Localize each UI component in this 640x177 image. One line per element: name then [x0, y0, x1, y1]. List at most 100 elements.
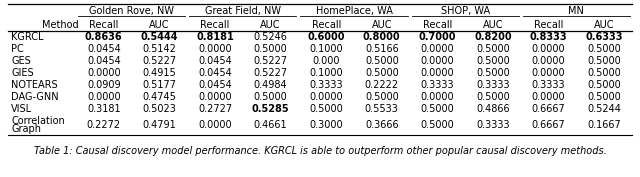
Text: 0.2727: 0.2727 [198, 104, 232, 114]
Text: 0.5000: 0.5000 [309, 104, 343, 114]
Text: 0.0000: 0.0000 [309, 92, 343, 102]
Text: 0.5000: 0.5000 [588, 92, 621, 102]
Text: 0.0000: 0.0000 [87, 68, 120, 78]
Text: 0.5246: 0.5246 [253, 32, 287, 42]
Text: 0.5142: 0.5142 [143, 44, 177, 54]
Text: 0.5000: 0.5000 [420, 104, 454, 114]
Text: 0.0909: 0.0909 [87, 80, 120, 90]
Text: SHOP, WA: SHOP, WA [440, 6, 490, 16]
Text: 0.0000: 0.0000 [420, 92, 454, 102]
Text: 0.5285: 0.5285 [252, 104, 289, 114]
Text: 0.5533: 0.5533 [365, 104, 399, 114]
Text: 0.7000: 0.7000 [419, 32, 456, 42]
Text: 0.000: 0.000 [312, 56, 340, 66]
Text: 0.4915: 0.4915 [143, 68, 176, 78]
Text: 0.5227: 0.5227 [142, 56, 177, 66]
Text: 0.5227: 0.5227 [253, 68, 287, 78]
Text: 0.0000: 0.0000 [532, 56, 565, 66]
Text: 0.2222: 0.2222 [365, 80, 399, 90]
Text: 0.3333: 0.3333 [476, 120, 510, 130]
Text: 0.3333: 0.3333 [420, 80, 454, 90]
Text: Recall: Recall [200, 19, 230, 30]
Text: 0.0000: 0.0000 [532, 68, 565, 78]
Text: 0.5000: 0.5000 [365, 56, 399, 66]
Text: 0.4791: 0.4791 [143, 120, 176, 130]
Text: PC: PC [11, 44, 24, 54]
Text: 0.4866: 0.4866 [476, 104, 510, 114]
Text: 0.5000: 0.5000 [588, 68, 621, 78]
Text: 0.0454: 0.0454 [87, 44, 121, 54]
Text: Great Field, NW: Great Field, NW [205, 6, 281, 16]
Text: AUC: AUC [372, 19, 392, 30]
Text: Recall: Recall [534, 19, 563, 30]
Text: 0.6000: 0.6000 [307, 32, 345, 42]
Text: 0.4745: 0.4745 [143, 92, 177, 102]
Text: Golden Rove, NW: Golden Rove, NW [89, 6, 174, 16]
Text: 0.5227: 0.5227 [253, 56, 287, 66]
Text: 0.8000: 0.8000 [363, 32, 401, 42]
Text: 0.5000: 0.5000 [253, 92, 287, 102]
Text: 0.5000: 0.5000 [588, 44, 621, 54]
Text: 0.5023: 0.5023 [143, 104, 177, 114]
Text: 0.1000: 0.1000 [309, 44, 343, 54]
Text: 0.5000: 0.5000 [365, 92, 399, 102]
Text: 0.0000: 0.0000 [532, 44, 565, 54]
Text: AUC: AUC [594, 19, 614, 30]
Text: Recall: Recall [422, 19, 452, 30]
Text: 0.4661: 0.4661 [254, 120, 287, 130]
Text: Recall: Recall [89, 19, 118, 30]
Text: Correlation: Correlation [11, 116, 65, 125]
Text: 0.1667: 0.1667 [588, 120, 621, 130]
Text: VISL: VISL [11, 104, 32, 114]
Text: DAG-GNN: DAG-GNN [11, 92, 59, 102]
Text: 0.3181: 0.3181 [87, 104, 120, 114]
Text: HomePlace, WA: HomePlace, WA [316, 6, 392, 16]
Text: 0.3333: 0.3333 [476, 80, 510, 90]
Text: 0.0000: 0.0000 [420, 56, 454, 66]
Text: 0.0000: 0.0000 [198, 120, 232, 130]
Text: 0.0000: 0.0000 [532, 92, 565, 102]
Text: Graph: Graph [11, 124, 41, 135]
Text: Method: Method [42, 19, 79, 30]
Text: 0.0000: 0.0000 [198, 92, 232, 102]
Text: 0.0454: 0.0454 [198, 80, 232, 90]
Text: 0.0454: 0.0454 [87, 56, 121, 66]
Text: KGRCL: KGRCL [11, 32, 44, 42]
Text: AUC: AUC [483, 19, 503, 30]
Text: 0.1000: 0.1000 [309, 68, 343, 78]
Text: 0.5166: 0.5166 [365, 44, 399, 54]
Text: 0.0000: 0.0000 [198, 44, 232, 54]
Text: 0.5000: 0.5000 [420, 120, 454, 130]
Text: 0.6333: 0.6333 [586, 32, 623, 42]
Text: 0.8636: 0.8636 [85, 32, 123, 42]
Text: MN: MN [568, 6, 584, 16]
Text: 0.6667: 0.6667 [532, 120, 566, 130]
Text: 0.3333: 0.3333 [309, 80, 343, 90]
Text: 0.5000: 0.5000 [476, 92, 510, 102]
Text: 0.5444: 0.5444 [141, 32, 178, 42]
Text: 0.3333: 0.3333 [532, 80, 565, 90]
Text: 0.0000: 0.0000 [420, 44, 454, 54]
Text: 0.5000: 0.5000 [588, 56, 621, 66]
Text: 0.0000: 0.0000 [420, 68, 454, 78]
Text: NOTEARS: NOTEARS [11, 80, 58, 90]
Text: Recall: Recall [312, 19, 341, 30]
Text: 0.0454: 0.0454 [198, 56, 232, 66]
Text: Table 1: Causal discovery model performance. KGRCL is able to outperform other p: Table 1: Causal discovery model performa… [34, 146, 606, 156]
Text: 0.5000: 0.5000 [588, 80, 621, 90]
Text: AUC: AUC [260, 19, 281, 30]
Text: 0.8181: 0.8181 [196, 32, 234, 42]
Text: 0.6667: 0.6667 [532, 104, 566, 114]
Text: 0.5244: 0.5244 [588, 104, 621, 114]
Text: 0.5000: 0.5000 [253, 44, 287, 54]
Text: 0.8200: 0.8200 [474, 32, 512, 42]
Text: 0.5000: 0.5000 [476, 44, 510, 54]
Text: 0.0000: 0.0000 [87, 92, 120, 102]
Text: 0.3666: 0.3666 [365, 120, 399, 130]
Text: 0.4984: 0.4984 [254, 80, 287, 90]
Text: 0.3000: 0.3000 [309, 120, 343, 130]
Text: GIES: GIES [11, 68, 34, 78]
Text: 0.8333: 0.8333 [530, 32, 568, 42]
Text: 0.5177: 0.5177 [143, 80, 177, 90]
Text: 0.5000: 0.5000 [365, 68, 399, 78]
